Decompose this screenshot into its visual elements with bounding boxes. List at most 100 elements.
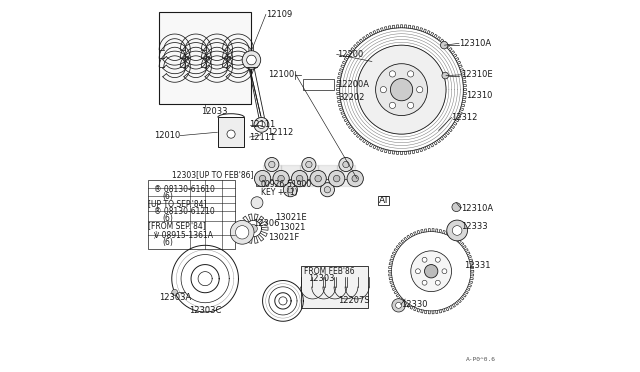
Circle shape <box>254 118 269 132</box>
Text: 12112: 12112 <box>268 128 294 137</box>
Circle shape <box>352 175 358 182</box>
Text: ® 08130-61210: ® 08130-61210 <box>154 207 214 216</box>
Circle shape <box>376 64 428 116</box>
Text: 13021E: 13021E <box>275 213 307 222</box>
Text: KEY +-(1): KEY +-(1) <box>260 188 298 197</box>
Circle shape <box>321 183 335 197</box>
Circle shape <box>258 121 265 129</box>
Text: AT: AT <box>380 196 390 205</box>
Circle shape <box>396 302 401 308</box>
Text: 13021F: 13021F <box>268 233 300 243</box>
Circle shape <box>273 170 289 187</box>
Text: 12207S: 12207S <box>338 296 369 305</box>
FancyBboxPatch shape <box>219 133 243 140</box>
Circle shape <box>284 183 298 197</box>
Circle shape <box>172 289 178 295</box>
Text: 12200: 12200 <box>337 50 363 59</box>
Text: (6): (6) <box>163 214 173 223</box>
Circle shape <box>287 186 294 193</box>
Circle shape <box>389 102 396 109</box>
Text: 13021: 13021 <box>279 223 306 232</box>
Circle shape <box>343 161 349 168</box>
Bar <box>218 118 244 147</box>
Circle shape <box>390 78 413 101</box>
Circle shape <box>255 170 271 187</box>
Circle shape <box>422 257 427 262</box>
Circle shape <box>422 280 427 285</box>
Circle shape <box>291 170 308 187</box>
Circle shape <box>442 269 447 274</box>
Bar <box>301 266 368 308</box>
Text: 12111: 12111 <box>250 121 276 129</box>
Text: 32202: 32202 <box>339 93 365 102</box>
Circle shape <box>440 41 448 49</box>
Text: (6): (6) <box>163 238 173 247</box>
Text: 00926-51900: 00926-51900 <box>260 180 312 189</box>
Text: (6): (6) <box>163 192 173 201</box>
Circle shape <box>411 251 452 292</box>
Circle shape <box>249 225 257 233</box>
Circle shape <box>435 257 440 262</box>
Text: 12312: 12312 <box>452 113 478 122</box>
Text: 12310E: 12310E <box>461 70 492 79</box>
Text: 12010: 12010 <box>154 131 180 140</box>
Text: [FROM SEP.'84]: [FROM SEP.'84] <box>148 221 205 230</box>
Circle shape <box>408 102 413 109</box>
Circle shape <box>415 269 420 274</box>
Text: ℣ 08915-1361A: ℣ 08915-1361A <box>154 230 213 240</box>
Circle shape <box>424 264 438 278</box>
Circle shape <box>447 220 467 241</box>
Text: A-P0^0.6: A-P0^0.6 <box>466 357 496 362</box>
Circle shape <box>435 280 440 285</box>
Circle shape <box>246 55 256 65</box>
Circle shape <box>278 175 284 182</box>
Circle shape <box>296 175 303 182</box>
Text: 12100: 12100 <box>268 70 294 79</box>
Text: 12303A: 12303A <box>159 293 191 302</box>
Circle shape <box>251 197 263 209</box>
Text: 12303C: 12303C <box>189 306 222 315</box>
Circle shape <box>442 72 449 79</box>
Bar <box>148 180 235 249</box>
Text: 12200A: 12200A <box>337 80 369 89</box>
Text: 12310A: 12310A <box>461 204 493 213</box>
Circle shape <box>347 170 364 187</box>
Bar <box>303 79 334 90</box>
Circle shape <box>302 157 316 171</box>
Circle shape <box>324 186 331 193</box>
Bar <box>378 196 389 205</box>
Circle shape <box>380 87 387 93</box>
Bar <box>256 184 260 186</box>
Circle shape <box>230 221 254 244</box>
Text: 12330: 12330 <box>401 300 428 309</box>
Circle shape <box>408 71 413 77</box>
Circle shape <box>417 87 423 93</box>
Circle shape <box>227 130 235 138</box>
Circle shape <box>265 157 279 171</box>
Text: FROM FEB'86: FROM FEB'86 <box>305 267 355 276</box>
Circle shape <box>333 175 340 182</box>
Text: 12306: 12306 <box>253 219 280 228</box>
Text: 12310: 12310 <box>467 91 493 100</box>
Circle shape <box>315 175 321 182</box>
Circle shape <box>269 161 275 168</box>
Text: 12303: 12303 <box>308 274 335 283</box>
Circle shape <box>339 157 353 171</box>
Text: ® 08130-61610: ® 08130-61610 <box>154 185 215 194</box>
Text: 12331: 12331 <box>464 261 490 270</box>
Circle shape <box>389 71 396 77</box>
Circle shape <box>306 161 312 168</box>
Circle shape <box>392 299 405 312</box>
Circle shape <box>236 226 249 239</box>
Text: 12033: 12033 <box>201 108 227 116</box>
Circle shape <box>310 170 326 187</box>
Text: [UP TO SEP.'84]: [UP TO SEP.'84] <box>148 199 206 208</box>
Circle shape <box>452 226 462 235</box>
Text: 12310A: 12310A <box>459 39 491 48</box>
Text: 12333: 12333 <box>461 222 488 231</box>
Circle shape <box>242 51 260 69</box>
Bar <box>159 12 252 105</box>
Circle shape <box>452 203 461 212</box>
Circle shape <box>357 45 446 134</box>
Circle shape <box>328 170 345 187</box>
